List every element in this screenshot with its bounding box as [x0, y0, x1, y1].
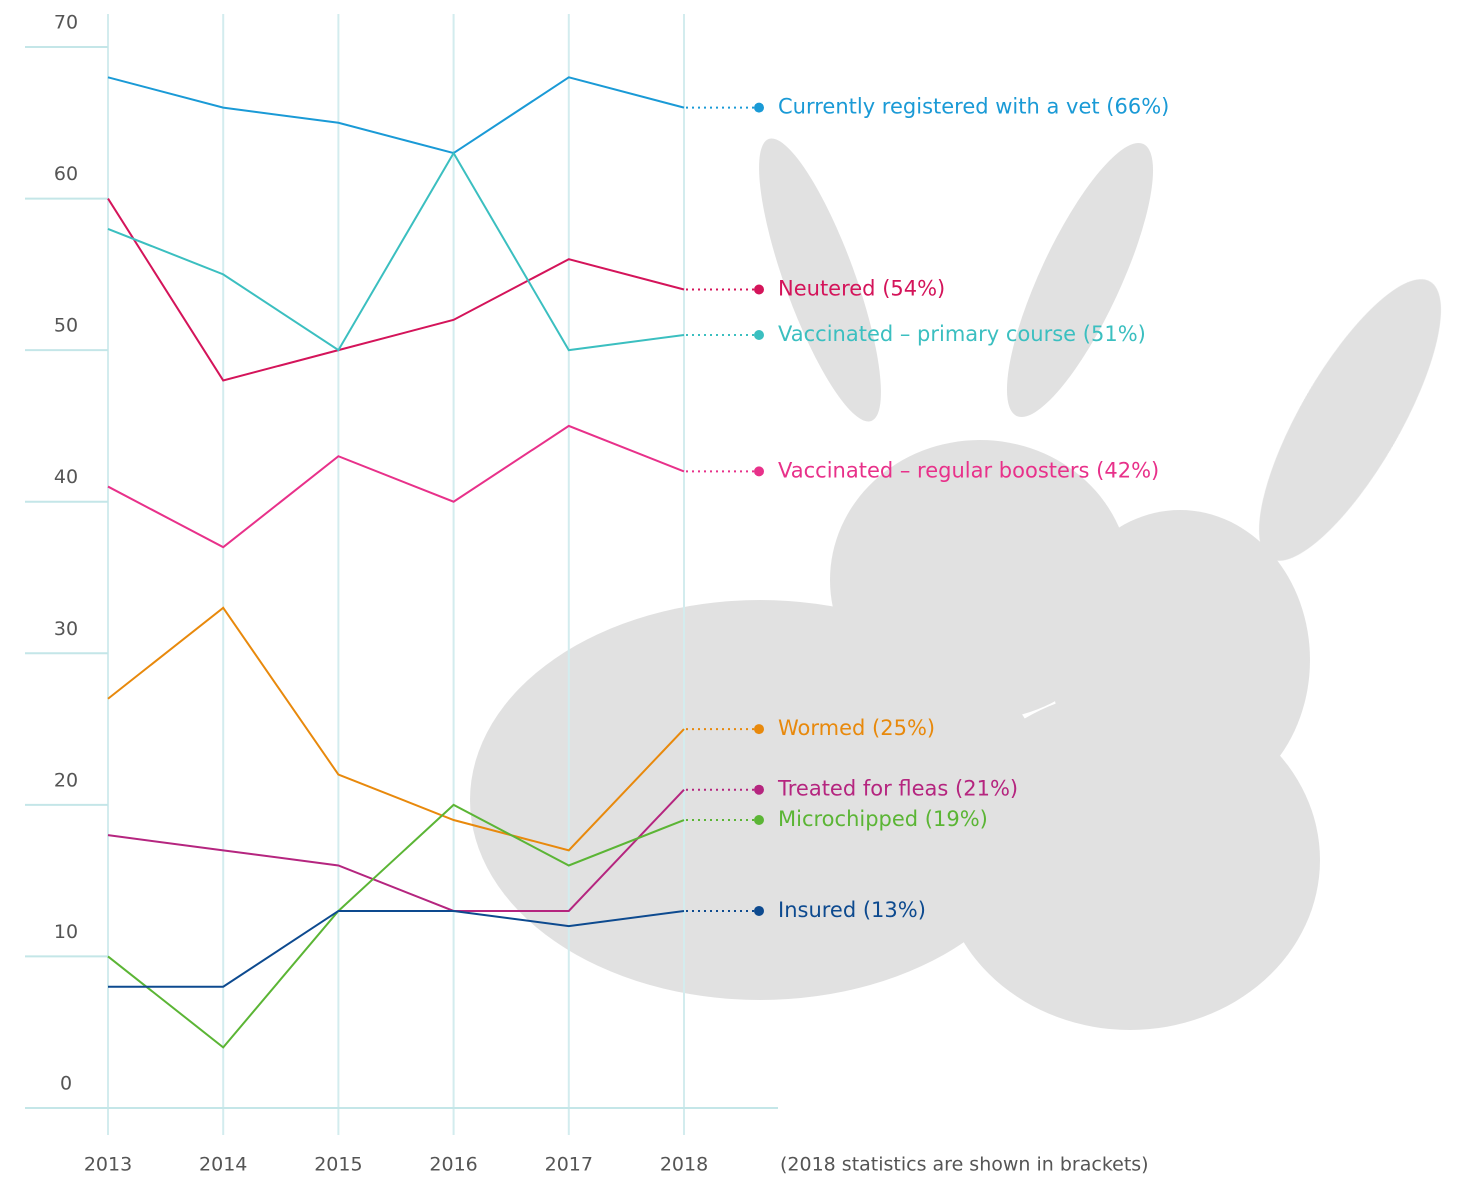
y-tick-label: 30 — [54, 618, 78, 640]
rabbit-ear — [759, 138, 881, 422]
leader-dot — [754, 784, 764, 795]
series-line — [107, 76, 685, 155]
leader-dot — [754, 724, 764, 735]
series-label: Treated for fleas (21%) — [777, 777, 1018, 801]
series-label: Microchipped (19%) — [778, 807, 988, 831]
y-tick-label: 70 — [54, 12, 78, 34]
rabbit-body — [470, 600, 1050, 1000]
series-label: Vaccinated – primary course (51%) — [778, 322, 1146, 346]
series-line — [107, 424, 685, 549]
x-tick-label: 2015 — [314, 1154, 362, 1176]
series-line — [107, 198, 685, 382]
series-line — [107, 151, 685, 352]
x-tick-label: 2017 — [545, 1154, 593, 1176]
series-line — [107, 789, 685, 912]
rabbit-ear — [1259, 279, 1441, 561]
leader-dot — [754, 815, 764, 826]
y-tick-label: 40 — [54, 466, 78, 488]
y-tick-label: 10 — [54, 921, 78, 943]
leader-dot — [754, 329, 764, 340]
series-label: Vaccinated – regular boosters (42%) — [778, 458, 1159, 482]
rabbit-body — [940, 690, 1320, 1030]
rabbit-photo — [470, 138, 1441, 1030]
note: (2018 statistics are shown in brackets) — [780, 1154, 1149, 1176]
y-tick-label: 60 — [54, 163, 78, 185]
leader-dot — [754, 284, 764, 295]
x-tick-label: 2014 — [199, 1154, 247, 1176]
y-tick-label: 20 — [54, 769, 78, 791]
series-line — [107, 606, 685, 852]
x-tick-label: 2018 — [660, 1154, 708, 1176]
x-tick-label: 2013 — [84, 1154, 132, 1176]
rabbit-ear — [1006, 143, 1154, 417]
y-tick-label: 50 — [54, 315, 78, 337]
series-label: Wormed (25%) — [778, 716, 935, 740]
series-label: Currently registered with a vet (66%) — [778, 95, 1169, 119]
series-label: Neutered (54%) — [778, 277, 945, 301]
y-tick-label: 0 — [60, 1073, 72, 1095]
leader-dot — [754, 905, 764, 916]
leader-dot — [754, 466, 764, 477]
x-tick-label: 2016 — [429, 1154, 477, 1176]
series-line — [108, 909, 685, 988]
series-label: Insured (13%) — [778, 898, 926, 922]
leader-dot — [754, 102, 764, 113]
series-line — [107, 803, 685, 1049]
